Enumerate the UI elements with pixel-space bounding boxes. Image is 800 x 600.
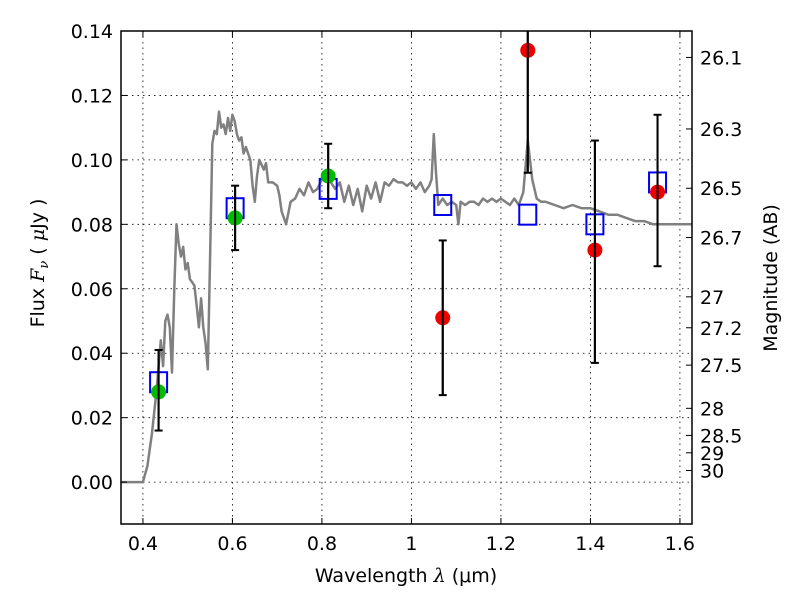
- y2-tick-label: 28: [700, 398, 724, 420]
- y-axis-label-symbol: F: [27, 268, 49, 283]
- y2-axis-label: Magnitude (AB): [760, 204, 782, 352]
- y-axis-label-mu: μ: [27, 229, 49, 241]
- x-tick-label: 1.2: [486, 533, 516, 555]
- plot-background: [121, 31, 692, 524]
- y-axis-label-sub: ν: [37, 261, 52, 269]
- y2-tick-label: 28.5: [700, 425, 742, 447]
- x-axis-label-unit: (μm): [446, 565, 497, 587]
- y-tick-label: 0.12: [71, 85, 113, 107]
- x-tick-label: 1.6: [665, 533, 695, 555]
- ticks: 0.4 0.6 0.8 1 1.2 1.4 1.6 0.00 0.02 0.04 0.06 0.08 0…: [71, 21, 743, 555]
- y2-tick-label: 26.1: [700, 47, 742, 69]
- y2-tick-label: 30: [700, 461, 724, 483]
- y-tick-label: 0.02: [71, 408, 113, 430]
- x-tick-label: 0.6: [217, 533, 247, 555]
- y-tick-label: 0.00: [71, 472, 113, 494]
- y-axis-label-unit: Jy ): [27, 199, 49, 230]
- plot-frame: [120, 30, 693, 525]
- y2-tick-label: 27: [700, 287, 724, 309]
- x-axis-label-symbol: λ: [433, 565, 446, 587]
- y-axis-label-open: (: [27, 241, 49, 261]
- x-tick-label: 0.4: [128, 533, 158, 555]
- y2-tick-label: 26.5: [700, 178, 742, 200]
- y2-tick-label: 27.5: [700, 355, 742, 377]
- x-tick-label: 1: [405, 533, 417, 555]
- y-tick-label: 0.06: [71, 279, 113, 301]
- x-tick-label: 1.4: [575, 533, 605, 555]
- y2-tick-label: 27.2: [700, 318, 742, 340]
- y-axis-label: Flux Fν ( μJy ): [27, 199, 52, 328]
- y-tick-label: 0.14: [71, 21, 113, 43]
- y2-tick-label: 26.3: [700, 119, 742, 141]
- model-photometry-marker: [433, 194, 453, 216]
- data-layer: [121, 31, 692, 484]
- y-tick-label: 0.08: [71, 214, 113, 236]
- x-axis-label-text: Wavelength: [315, 565, 434, 587]
- y2-tick-label: 26.7: [700, 228, 742, 250]
- y-tick-label: 0.04: [71, 343, 113, 365]
- x-tick-label: 0.8: [307, 533, 337, 555]
- y-tick-label: 0.10: [71, 150, 113, 172]
- x-axis-label: Wavelength λ (μm): [315, 565, 497, 587]
- y2-tick-label: 29: [700, 443, 724, 465]
- y-axis-label-text: Flux: [27, 282, 49, 328]
- model-photometry-marker: [518, 203, 538, 226]
